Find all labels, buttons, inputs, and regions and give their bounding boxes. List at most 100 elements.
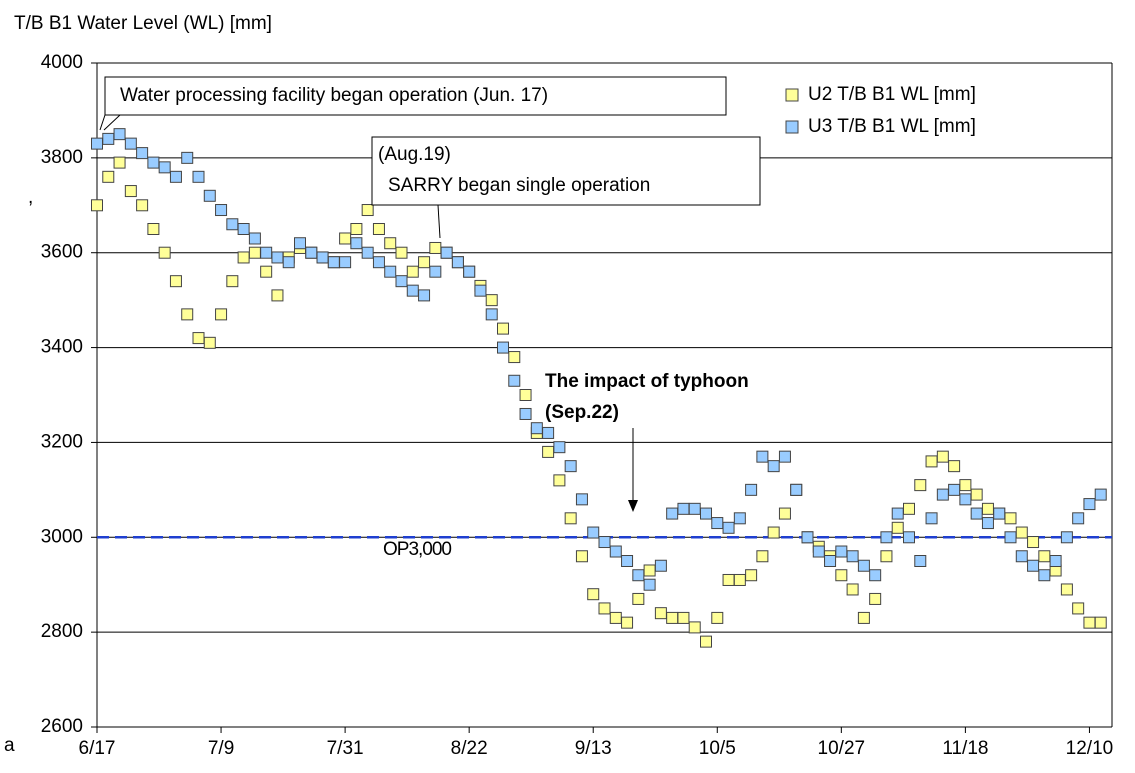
- data-point: [1015, 526, 1028, 539]
- data-point: [666, 611, 679, 624]
- legend-label: U2 T/B B1 WL [mm]: [808, 84, 976, 105]
- data-point: [1015, 550, 1028, 563]
- y-tick-label: 3400: [41, 337, 83, 358]
- data-point: [733, 512, 746, 525]
- data-point: [700, 635, 712, 648]
- x-tick-label: 7/31: [327, 738, 364, 759]
- data-point: [733, 573, 746, 586]
- data-point: [294, 237, 306, 250]
- data-point: [497, 322, 509, 335]
- data-point: [632, 569, 645, 582]
- data-point: [598, 536, 611, 549]
- data-point: [316, 251, 329, 264]
- data-point: [474, 284, 487, 297]
- data-point: [959, 479, 972, 492]
- data-point: [260, 246, 273, 259]
- data-point: [282, 256, 295, 269]
- data-point: [248, 232, 261, 245]
- data-point: [609, 611, 622, 624]
- data-point: [891, 521, 904, 534]
- data-point: [508, 351, 521, 364]
- annotation: Water processing facility began operatio…: [120, 85, 548, 106]
- data-point: [722, 521, 735, 534]
- data-point: [756, 550, 769, 563]
- x-tick-label: 8/22: [451, 738, 488, 759]
- y-tick-label: 3000: [41, 526, 83, 547]
- data-point: [497, 341, 509, 354]
- data-point: [91, 199, 103, 212]
- data-point: [102, 132, 115, 145]
- data-point: [575, 550, 588, 563]
- data-point: [542, 426, 555, 439]
- data-point: [1083, 616, 1096, 629]
- x-tick-label: 10/27: [818, 738, 866, 759]
- data-point: [1060, 531, 1073, 544]
- data-point: [970, 507, 983, 520]
- data-point: [395, 246, 408, 259]
- data-point: [835, 569, 848, 582]
- data-point: [564, 512, 577, 525]
- data-point: [654, 559, 667, 572]
- data-point: [970, 488, 983, 501]
- x-tick-label: 6/17: [79, 738, 116, 759]
- data-point: [722, 573, 735, 586]
- data-point: [372, 256, 385, 269]
- data-point: [226, 275, 239, 288]
- data-point: [530, 422, 543, 435]
- data-point: [587, 588, 600, 601]
- data-point: [181, 308, 194, 321]
- data-point: [1060, 583, 1073, 596]
- arrow-head: [628, 500, 638, 512]
- data-point: [429, 265, 442, 278]
- data-point: [237, 223, 250, 235]
- data-point: [609, 545, 622, 558]
- data-point: [485, 308, 498, 321]
- data-point: [203, 336, 216, 349]
- y-tick-label: 3200: [41, 431, 83, 452]
- data-point: [440, 246, 453, 259]
- data-point: [519, 407, 532, 420]
- data-point: [846, 550, 859, 563]
- data-point: [384, 237, 397, 250]
- data-point: [215, 204, 228, 217]
- data-point: [124, 137, 137, 150]
- data-point: [835, 545, 848, 558]
- data-point: [260, 265, 273, 278]
- data-point: [903, 531, 915, 544]
- data-point: [102, 170, 115, 183]
- legend-label: U3 T/B B1 WL [mm]: [808, 116, 976, 137]
- data-point: [598, 602, 611, 615]
- data-point: [767, 526, 780, 539]
- data-point: [711, 517, 724, 530]
- data-point: [801, 531, 814, 544]
- data-point: [914, 555, 927, 567]
- y-tick-label: 2600: [41, 716, 83, 737]
- data-point: [564, 460, 577, 473]
- data-point: [181, 151, 194, 164]
- data-point: [519, 389, 532, 401]
- fragment: ,: [28, 187, 33, 208]
- data-point: [361, 246, 374, 259]
- data-point: [575, 493, 588, 506]
- data-point: [993, 507, 1006, 520]
- data-point: [203, 189, 216, 202]
- data-point: [508, 374, 521, 387]
- data-point: [948, 460, 961, 473]
- legend-marker: [785, 88, 799, 102]
- data-point: [215, 308, 228, 321]
- data-point: [1049, 555, 1062, 567]
- annotation: (Sep.22): [545, 402, 619, 423]
- y-tick-label: 3800: [41, 147, 83, 168]
- annotation-box: [104, 76, 727, 116]
- data-point: [429, 241, 442, 254]
- data-point: [790, 483, 803, 496]
- data-point: [846, 583, 859, 596]
- data-point: [936, 450, 949, 463]
- data-point: [485, 294, 498, 307]
- y-axis-title: T/B B1 Water Level (WL) [mm]: [14, 13, 272, 34]
- data-point: [237, 251, 250, 264]
- data-point: [621, 616, 634, 629]
- data-point: [418, 289, 431, 302]
- data-point: [745, 569, 758, 582]
